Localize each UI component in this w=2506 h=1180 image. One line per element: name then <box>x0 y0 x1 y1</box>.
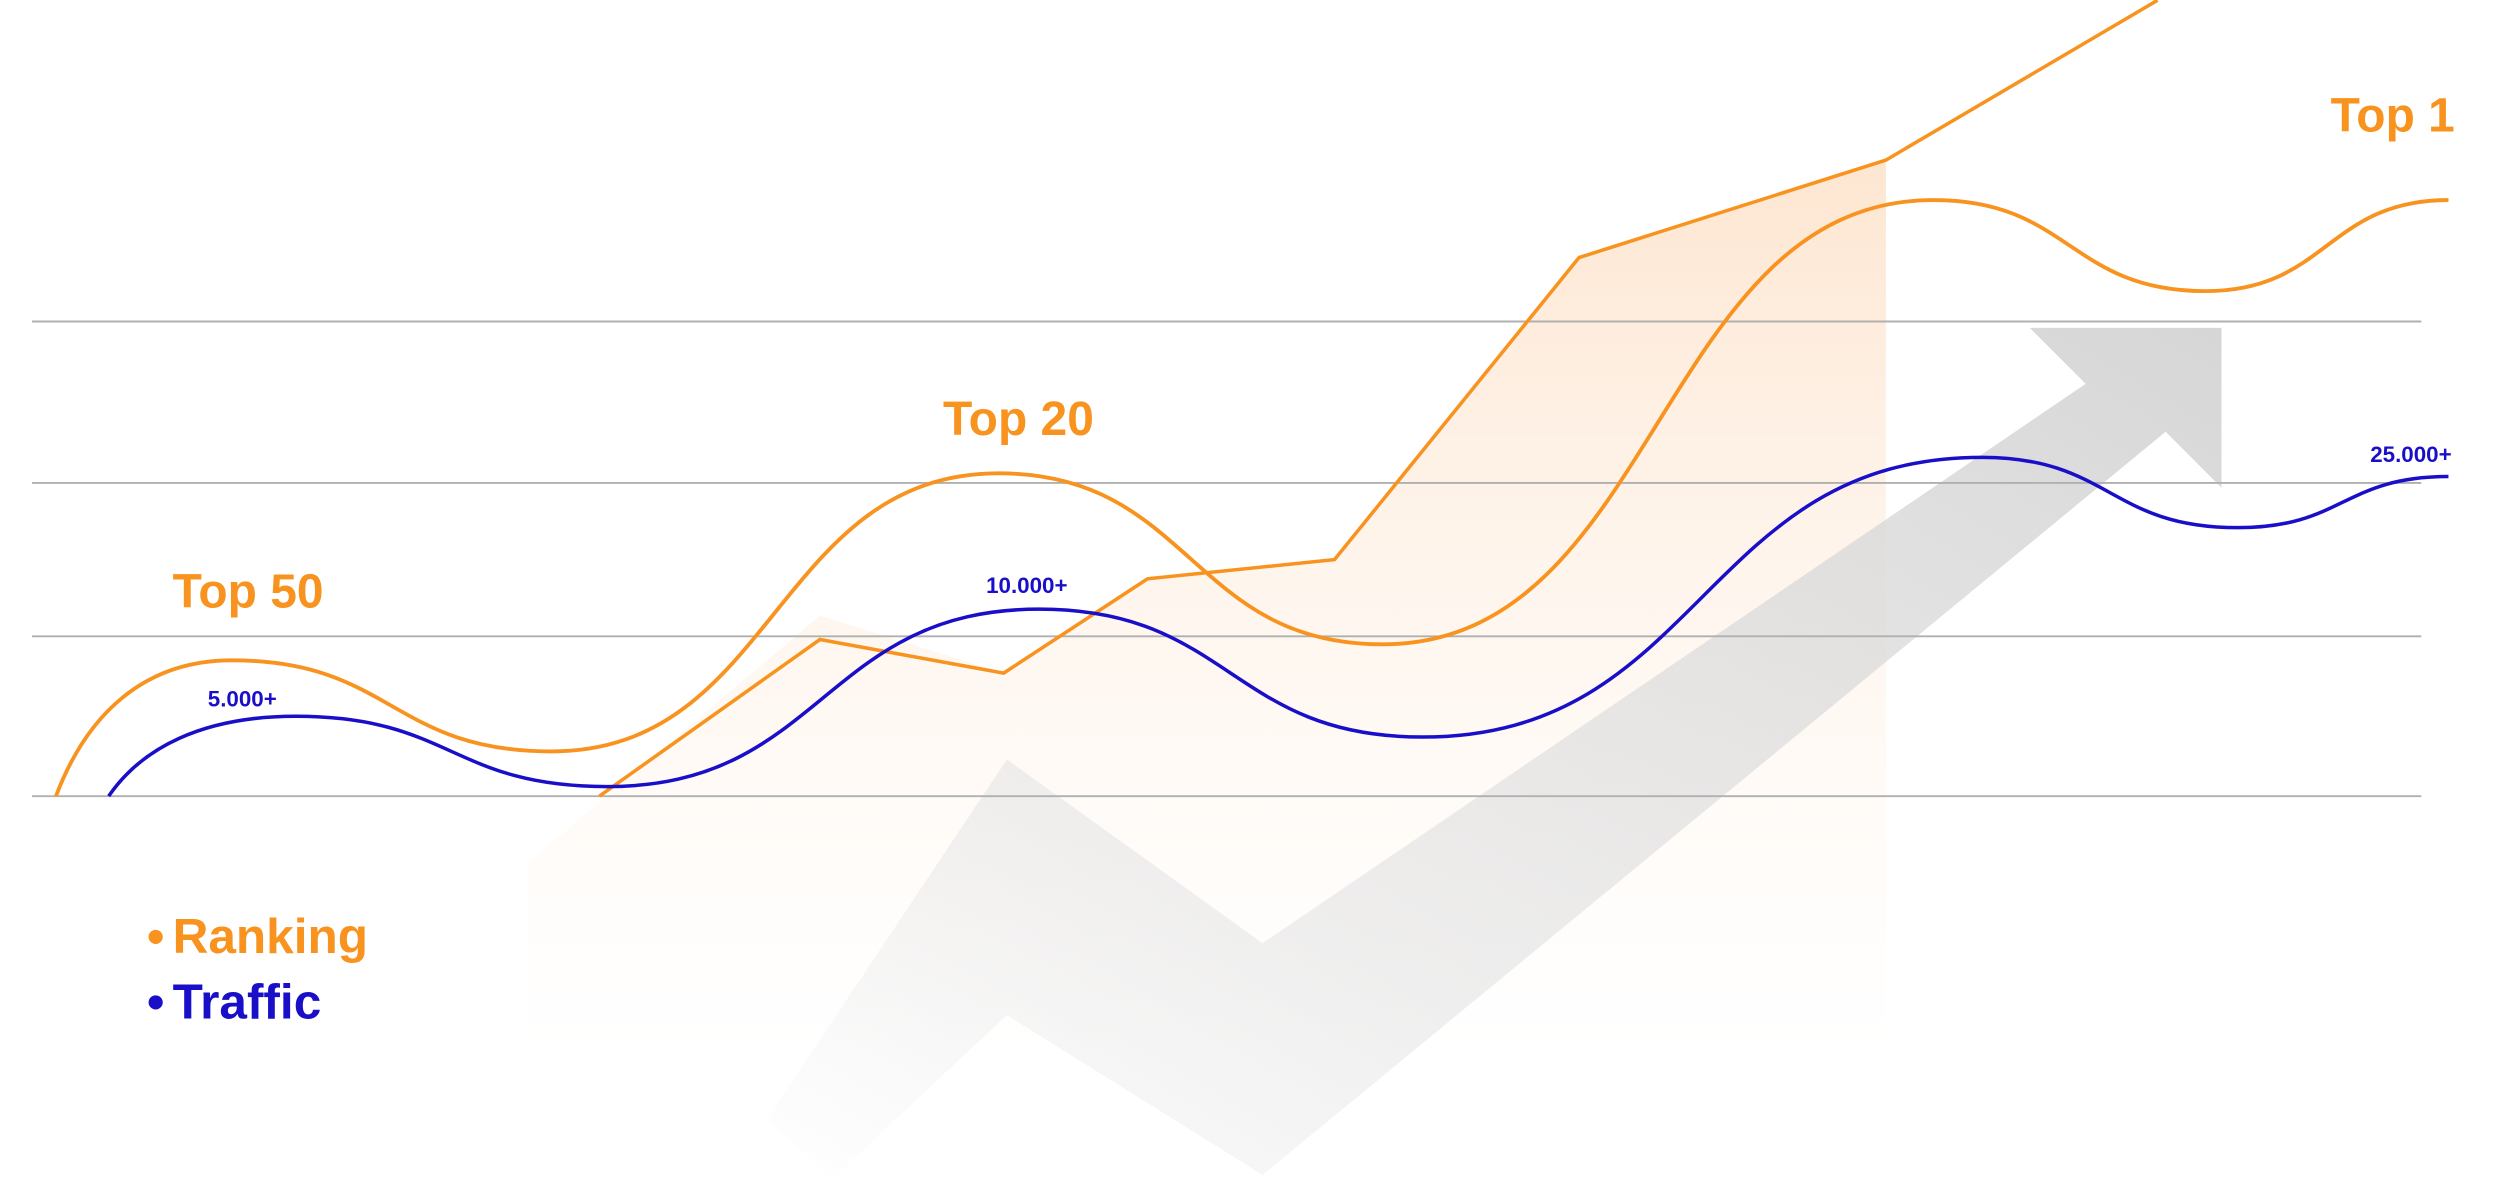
growth-arrow <box>767 327 2222 1180</box>
background-decor <box>527 160 2222 1180</box>
ranking-label-top-20: Top 20 <box>943 393 1094 446</box>
gridlines <box>31 320 2422 798</box>
traffic-label-5000: 5.000+ <box>208 687 277 712</box>
legend: • Ranking • Traffic <box>147 909 368 1030</box>
legend-ranking: Ranking <box>173 909 368 964</box>
traffic-label-25000: 25.000+ <box>2370 442 2451 467</box>
legend-traffic: Traffic <box>173 974 322 1029</box>
ranking-trend-line <box>598 0 2159 798</box>
legend-bullet-ranking: • <box>147 909 164 964</box>
traffic-line <box>107 455 2449 798</box>
ranking-label-top-1: Top 1 <box>2331 89 2455 142</box>
series-lines <box>54 0 2449 798</box>
ranking-line <box>54 198 2449 797</box>
legend-bullet-traffic: • <box>147 974 164 1029</box>
ranking-label-top-50: Top 50 <box>173 566 324 619</box>
traffic-label-10000: 10.000+ <box>986 573 1067 598</box>
